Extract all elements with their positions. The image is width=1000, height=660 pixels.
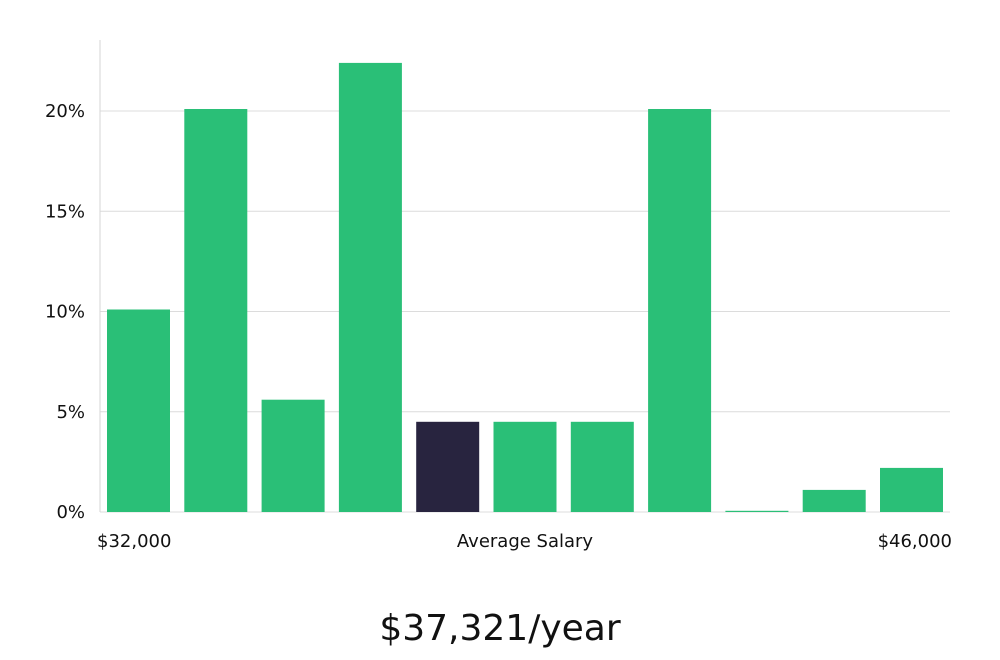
bar-average-salary — [416, 421, 480, 512]
salary-distribution-chart: 0% 5% 10% 15% 20% $32,000 Average Salary $46… — [45, 40, 952, 552]
bar — [725, 510, 789, 512]
y-tick-label: 10% — [45, 302, 85, 323]
bar — [261, 399, 325, 512]
x-min-label: $32,000 — [97, 531, 171, 552]
y-tick-labels: 0% 5% 10% 15% 20% — [45, 101, 85, 523]
bar — [802, 489, 866, 512]
bar — [338, 62, 402, 513]
x-axis-title: Average Salary — [457, 531, 594, 552]
bar — [880, 467, 943, 512]
bar — [493, 421, 557, 512]
y-tick-label: 20% — [45, 101, 85, 122]
average-salary-value: $37,321/year — [379, 608, 621, 649]
bar — [648, 109, 712, 512]
bar — [184, 109, 248, 512]
y-tick-label: 0% — [56, 502, 85, 523]
y-tick-label: 5% — [56, 402, 85, 423]
bar — [107, 309, 170, 512]
y-tick-label: 15% — [45, 201, 85, 222]
bars — [107, 62, 943, 513]
x-max-label: $46,000 — [878, 531, 952, 552]
bar — [570, 421, 634, 512]
